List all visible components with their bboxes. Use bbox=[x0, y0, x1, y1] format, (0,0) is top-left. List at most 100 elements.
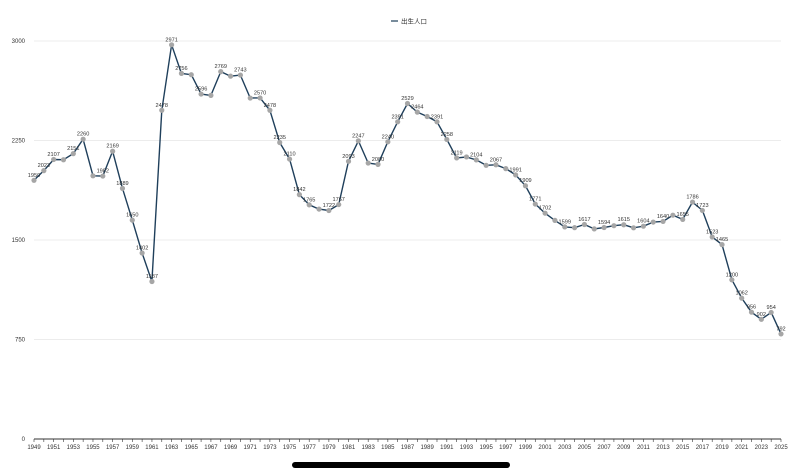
data-label: 2529 bbox=[401, 96, 413, 102]
data-label: 2391 bbox=[391, 114, 403, 120]
home-indicator[interactable] bbox=[292, 462, 510, 468]
data-point bbox=[404, 100, 411, 107]
data-point bbox=[463, 154, 470, 160]
x-tick-label: 1999 bbox=[519, 445, 533, 451]
x-tick-label: 2021 bbox=[735, 445, 749, 451]
data-point bbox=[689, 199, 696, 205]
data-label: 2971 bbox=[165, 37, 177, 43]
data-point bbox=[768, 309, 774, 316]
data-point bbox=[365, 160, 371, 166]
data-label: 2769 bbox=[215, 64, 227, 70]
data-point bbox=[719, 242, 725, 248]
data-point bbox=[267, 107, 273, 113]
data-label: 1950 bbox=[28, 173, 40, 179]
data-point bbox=[277, 139, 283, 146]
x-tick-label: 1997 bbox=[499, 445, 513, 451]
data-point bbox=[198, 91, 204, 97]
x-tick-label: 1967 bbox=[204, 445, 218, 451]
data-label: 2260 bbox=[77, 132, 89, 138]
data-point bbox=[336, 201, 342, 208]
data-label: 1465 bbox=[716, 237, 728, 243]
data-point bbox=[218, 69, 224, 75]
data-point bbox=[562, 224, 568, 230]
data-point bbox=[237, 72, 244, 78]
data-label: 2107 bbox=[47, 152, 59, 158]
data-point bbox=[778, 331, 784, 337]
x-tick-label: 2001 bbox=[538, 445, 552, 451]
data-label: 1909 bbox=[519, 178, 531, 184]
data-point bbox=[660, 218, 666, 225]
data-point bbox=[110, 148, 116, 154]
data-point bbox=[31, 177, 37, 183]
data-label: 2151 bbox=[67, 146, 79, 152]
data-point bbox=[51, 156, 57, 163]
data-label: 1200 bbox=[726, 272, 738, 278]
x-tick-label: 1989 bbox=[420, 445, 434, 451]
data-label: 2169 bbox=[106, 144, 118, 150]
data-label: 792 bbox=[776, 326, 785, 332]
data-point bbox=[326, 207, 332, 214]
data-label: 2478 bbox=[264, 103, 276, 109]
x-tick-label: 1991 bbox=[440, 445, 454, 451]
data-point bbox=[316, 206, 322, 212]
x-tick-label: 1985 bbox=[381, 445, 395, 451]
data-label: 956 bbox=[747, 305, 756, 311]
x-tick-label: 2015 bbox=[676, 445, 690, 451]
data-point bbox=[670, 212, 676, 218]
data-label: 1723 bbox=[696, 203, 708, 209]
data-point bbox=[581, 221, 588, 228]
data-label: 1982 bbox=[97, 169, 109, 175]
data-label: 2756 bbox=[175, 66, 187, 72]
x-tick-label: 1981 bbox=[342, 445, 356, 451]
data-point bbox=[454, 155, 460, 161]
data-point bbox=[680, 216, 686, 223]
x-tick-label: 1969 bbox=[224, 445, 238, 451]
x-tick-label: 1949 bbox=[27, 445, 41, 451]
data-label: 954 bbox=[766, 305, 775, 311]
data-point bbox=[640, 223, 646, 229]
data-label: 1765 bbox=[303, 197, 315, 203]
data-point bbox=[169, 42, 175, 48]
data-point bbox=[385, 139, 391, 145]
data-point bbox=[395, 119, 401, 125]
data-label: 2067 bbox=[490, 157, 502, 163]
data-point bbox=[139, 250, 145, 256]
data-label: 1991 bbox=[509, 167, 521, 173]
data-point bbox=[493, 162, 499, 168]
data-point bbox=[532, 201, 538, 207]
data-point bbox=[571, 225, 578, 231]
data-label: 2023 bbox=[38, 163, 50, 169]
x-tick-label: 1957 bbox=[106, 445, 120, 451]
x-tick-label: 2023 bbox=[755, 445, 769, 451]
data-label: 2104 bbox=[470, 152, 482, 158]
data-point bbox=[444, 136, 450, 143]
data-point bbox=[591, 226, 597, 232]
x-tick-label: 1951 bbox=[47, 445, 61, 451]
data-label: 1599 bbox=[559, 219, 571, 225]
data-label: 1187 bbox=[146, 274, 158, 280]
data-label: 1402 bbox=[136, 246, 148, 252]
data-point bbox=[503, 166, 509, 172]
data-label: 1889 bbox=[116, 181, 128, 187]
data-label: 2240 bbox=[382, 134, 394, 140]
data-point bbox=[542, 210, 548, 216]
data-point bbox=[129, 217, 135, 223]
x-tick-label: 2003 bbox=[558, 445, 572, 451]
data-label: 2247 bbox=[352, 133, 364, 139]
data-point bbox=[247, 95, 253, 101]
data-point bbox=[60, 157, 67, 163]
data-point bbox=[739, 295, 745, 301]
data-point bbox=[758, 316, 764, 322]
data-label: 1604 bbox=[637, 219, 649, 225]
data-point bbox=[70, 151, 76, 157]
legend: 出生人口 bbox=[391, 16, 427, 25]
y-tick-label: 2250 bbox=[12, 139, 26, 145]
x-tick-label: 1973 bbox=[263, 445, 277, 451]
data-point bbox=[149, 278, 155, 285]
x-tick-label: 1983 bbox=[362, 445, 376, 451]
data-point bbox=[188, 72, 194, 78]
data-label: 1650 bbox=[126, 213, 138, 219]
data-label: 1594 bbox=[598, 220, 610, 226]
data-label: 1617 bbox=[578, 217, 590, 223]
data-point bbox=[306, 202, 312, 208]
